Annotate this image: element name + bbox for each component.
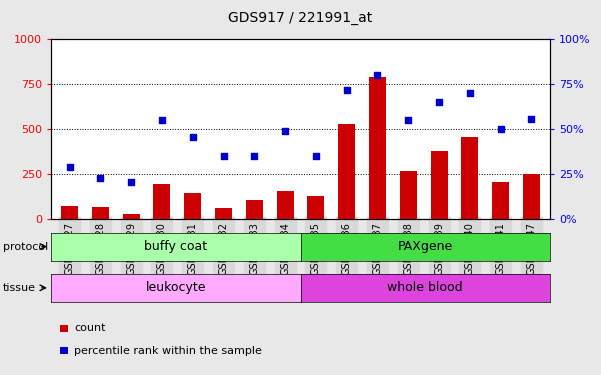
- Point: [65, 164, 75, 170]
- Text: protocol: protocol: [3, 242, 48, 252]
- Point: [311, 153, 321, 159]
- Text: leukocyte: leukocyte: [145, 281, 206, 294]
- Bar: [430, 151, 448, 219]
- Bar: [338, 124, 355, 219]
- Bar: [462, 136, 478, 219]
- Point: [157, 117, 166, 123]
- Point: [96, 175, 105, 181]
- Bar: [153, 184, 171, 219]
- Bar: [523, 174, 540, 219]
- Bar: [369, 77, 386, 219]
- Bar: [400, 171, 416, 219]
- Text: GDS917 / 221991_at: GDS917 / 221991_at: [228, 11, 373, 25]
- Bar: [92, 207, 109, 219]
- Point: [342, 87, 352, 93]
- Point: [280, 128, 290, 134]
- Bar: [308, 196, 325, 219]
- Bar: [215, 208, 232, 219]
- Bar: [61, 206, 78, 219]
- Text: count: count: [74, 323, 105, 333]
- Point: [435, 99, 444, 105]
- Text: tissue: tissue: [3, 283, 36, 293]
- Point: [126, 178, 136, 184]
- Point: [496, 126, 505, 132]
- Text: percentile rank within the sample: percentile rank within the sample: [74, 346, 262, 356]
- Text: buffy coat: buffy coat: [144, 240, 207, 253]
- Point: [526, 116, 536, 122]
- Bar: [123, 214, 139, 219]
- Point: [373, 72, 382, 78]
- Bar: [246, 200, 263, 219]
- Point: [219, 153, 228, 159]
- Point: [249, 153, 259, 159]
- Bar: [492, 182, 509, 219]
- Point: [403, 117, 413, 123]
- Point: [188, 134, 198, 140]
- Bar: [276, 192, 293, 219]
- Point: [465, 90, 475, 96]
- Text: whole blood: whole blood: [388, 281, 463, 294]
- Text: PAXgene: PAXgene: [398, 240, 453, 253]
- Bar: [185, 193, 201, 219]
